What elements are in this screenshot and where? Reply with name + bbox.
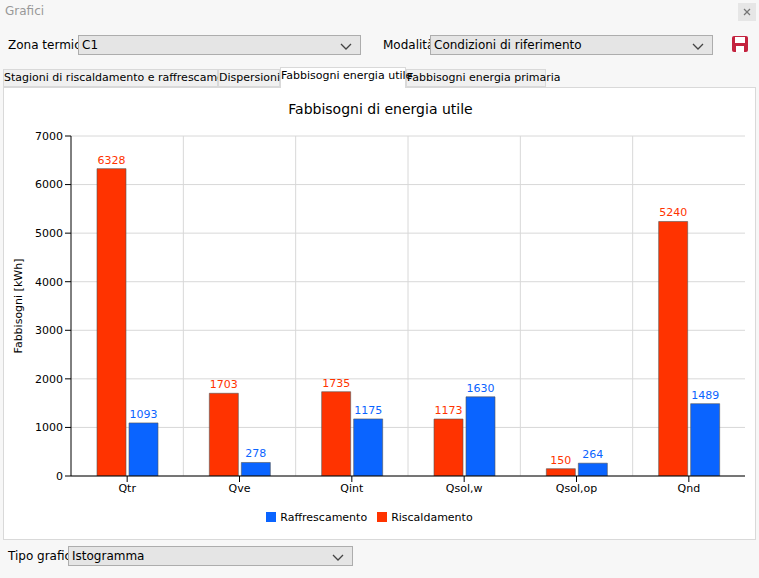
html-text:DispersioniFabbisogni energia: DispersioniFabbisogni energia utile [219, 69, 413, 84]
svg-text:Qnd: Qnd [678, 482, 701, 495]
svg-text:1735: 1735 [322, 377, 350, 390]
svg-text:1000: 1000 [35, 421, 63, 434]
html-text:Stagioni di riscaldamento e ra: Stagioni di riscaldamento e raffrescamen… [4, 71, 242, 84]
svg-text:3000: 3000 [35, 324, 63, 337]
html-text:Fabbisogni energia primaria: Fabbisogni energia primaria [407, 71, 561, 84]
html-text:Tipo grafico: Tipo grafico [8, 549, 79, 563]
svg-text:Qsol,w: Qsol,w [446, 482, 483, 495]
svg-text:1703: 1703 [210, 378, 238, 391]
svg-text:Qint: Qint [340, 482, 364, 495]
svg-text:1093: 1093 [130, 408, 158, 421]
svg-text:150: 150 [550, 454, 571, 467]
svg-text:7000: 7000 [35, 130, 63, 143]
svg-text:0: 0 [56, 470, 63, 483]
svg-text:6328: 6328 [98, 154, 126, 167]
html-text:Fabbisogni di energia utile: Fabbisogni di energia utile [288, 101, 473, 117]
svg-text:1630: 1630 [467, 382, 495, 395]
svg-text:278: 278 [245, 447, 266, 460]
html-text:Raffrescamento: Raffrescamento [280, 511, 368, 524]
svg-text:Qve: Qve [229, 482, 251, 495]
svg-text:1175: 1175 [354, 404, 382, 417]
svg-text:1173: 1173 [435, 404, 463, 417]
svg-text:264: 264 [582, 448, 603, 461]
svg-text:Qsol,op: Qsol,op [556, 482, 597, 495]
svg-text:6000: 6000 [35, 178, 63, 191]
svg-text:Fabbisogni [kWh]: Fabbisogni [kWh] [12, 259, 25, 354]
svg-text:Qtr: Qtr [118, 482, 136, 495]
svg-text:5240: 5240 [659, 206, 687, 219]
html-text:Riscaldamento: Riscaldamento [391, 511, 473, 524]
html-text:C1: C1 [82, 38, 98, 52]
html-text:Istogramma: Istogramma [72, 549, 145, 563]
svg-text:1489: 1489 [691, 389, 719, 402]
html-text:Zona termica: Zona termica [8, 38, 89, 52]
html-text:Grafici: Grafici [5, 4, 45, 18]
svg-text:2000: 2000 [35, 373, 63, 386]
html-text:Modalità Condizioni di riferim: Modalità Condizioni di riferimento [383, 38, 582, 52]
svg-text:4000: 4000 [35, 276, 63, 289]
svg-text:5000: 5000 [35, 227, 63, 240]
